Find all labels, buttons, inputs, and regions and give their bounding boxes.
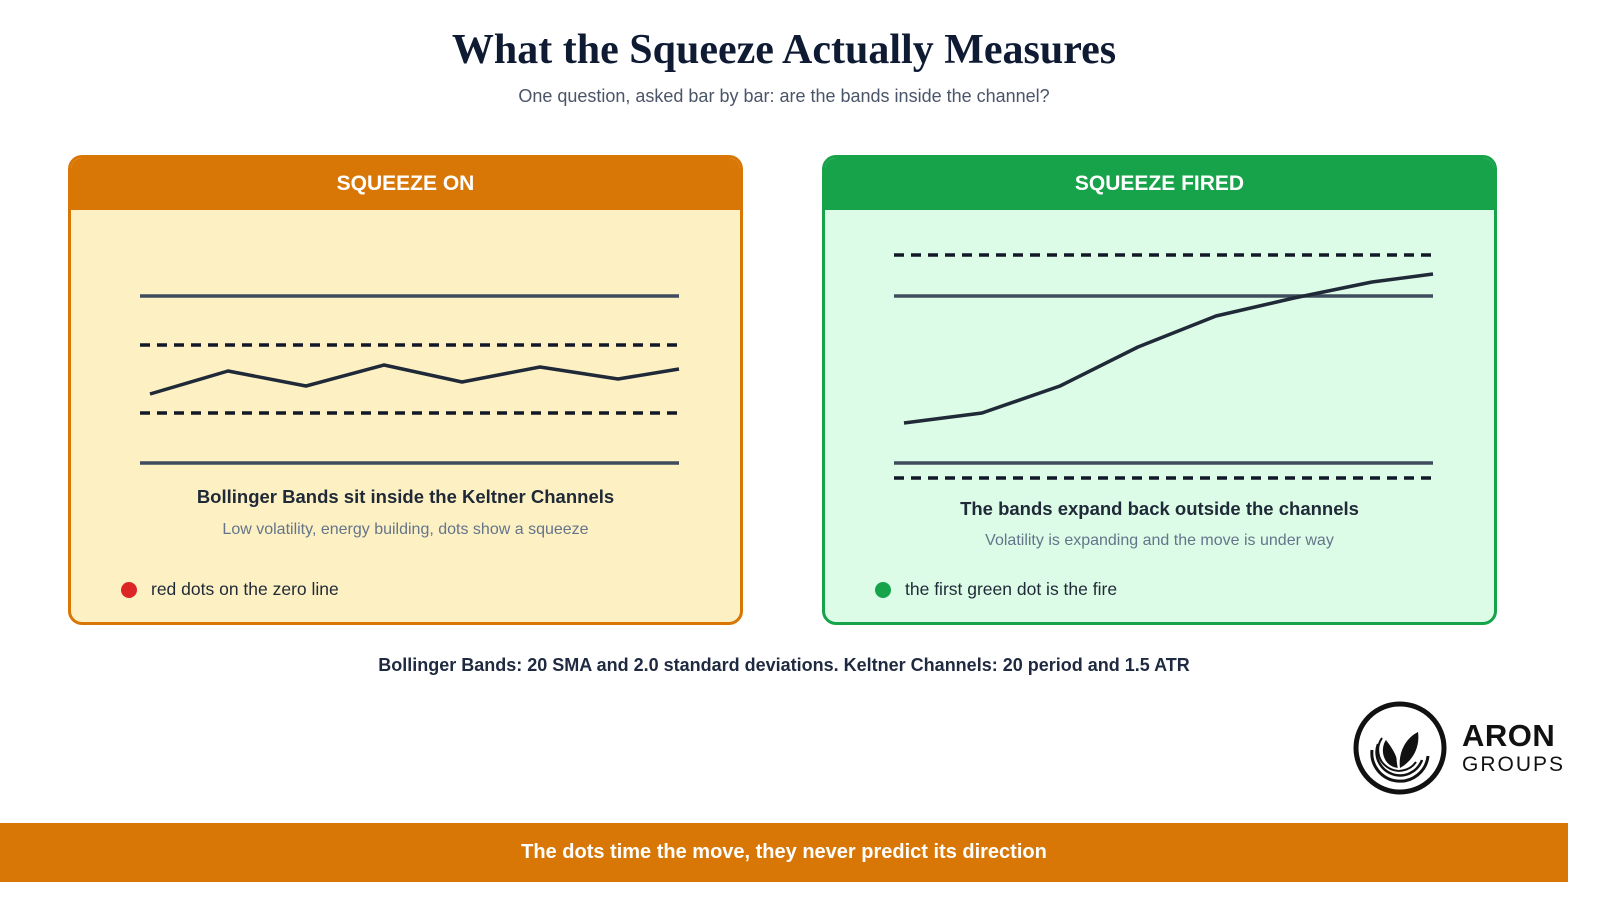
squeeze-fired-diagram [894, 253, 1434, 480]
legend-label: red dots on the zero line [151, 579, 339, 599]
page-subtitle: One question, asked bar by bar: are the … [518, 86, 1050, 106]
logo-subtitle: GROUPS [1462, 753, 1566, 776]
leaf-logo-icon [1353, 701, 1447, 795]
panel-subcaption: Volatility is expanding and the move is … [985, 532, 1334, 549]
squeeze-on-diagram [140, 294, 680, 465]
red-dot-icon [121, 581, 137, 598]
squeeze-on-panel: SQUEEZE ON Bollinger Bands sit inside th… [68, 155, 743, 625]
panel-legend: the first green dot is the fire [875, 579, 1117, 600]
price-line [149, 363, 680, 396]
brand-logo: ARON GROUPS [1352, 700, 1566, 800]
panel-header: SQUEEZE FIRED [825, 158, 1494, 210]
green-dot-icon [875, 581, 891, 598]
panel-header: SQUEEZE ON [71, 158, 740, 210]
panel-legend: red dots on the zero line [121, 579, 339, 600]
panel-subcaption: Low volatility, energy building, dots sh… [222, 521, 589, 538]
footer-banner: The dots time the move, they never predi… [0, 823, 1568, 882]
legend-label: the first green dot is the fire [905, 579, 1118, 599]
page-title: What the Squeeze Actually Measures [451, 27, 1117, 73]
price-line [903, 272, 1434, 425]
footer-text: The dots time the move, they never predi… [521, 841, 1047, 863]
squeeze-fired-panel: SQUEEZE FIRED The bands expand back outs… [822, 155, 1497, 625]
panel-caption: Bollinger Bands sit inside the Keltner C… [196, 486, 615, 507]
logo-name: ARON [1462, 718, 1556, 753]
parameters-note: Bollinger Bands: 20 SMA and 2.0 standard… [378, 655, 1190, 675]
panel-caption: The bands expand back outside the channe… [960, 498, 1359, 519]
